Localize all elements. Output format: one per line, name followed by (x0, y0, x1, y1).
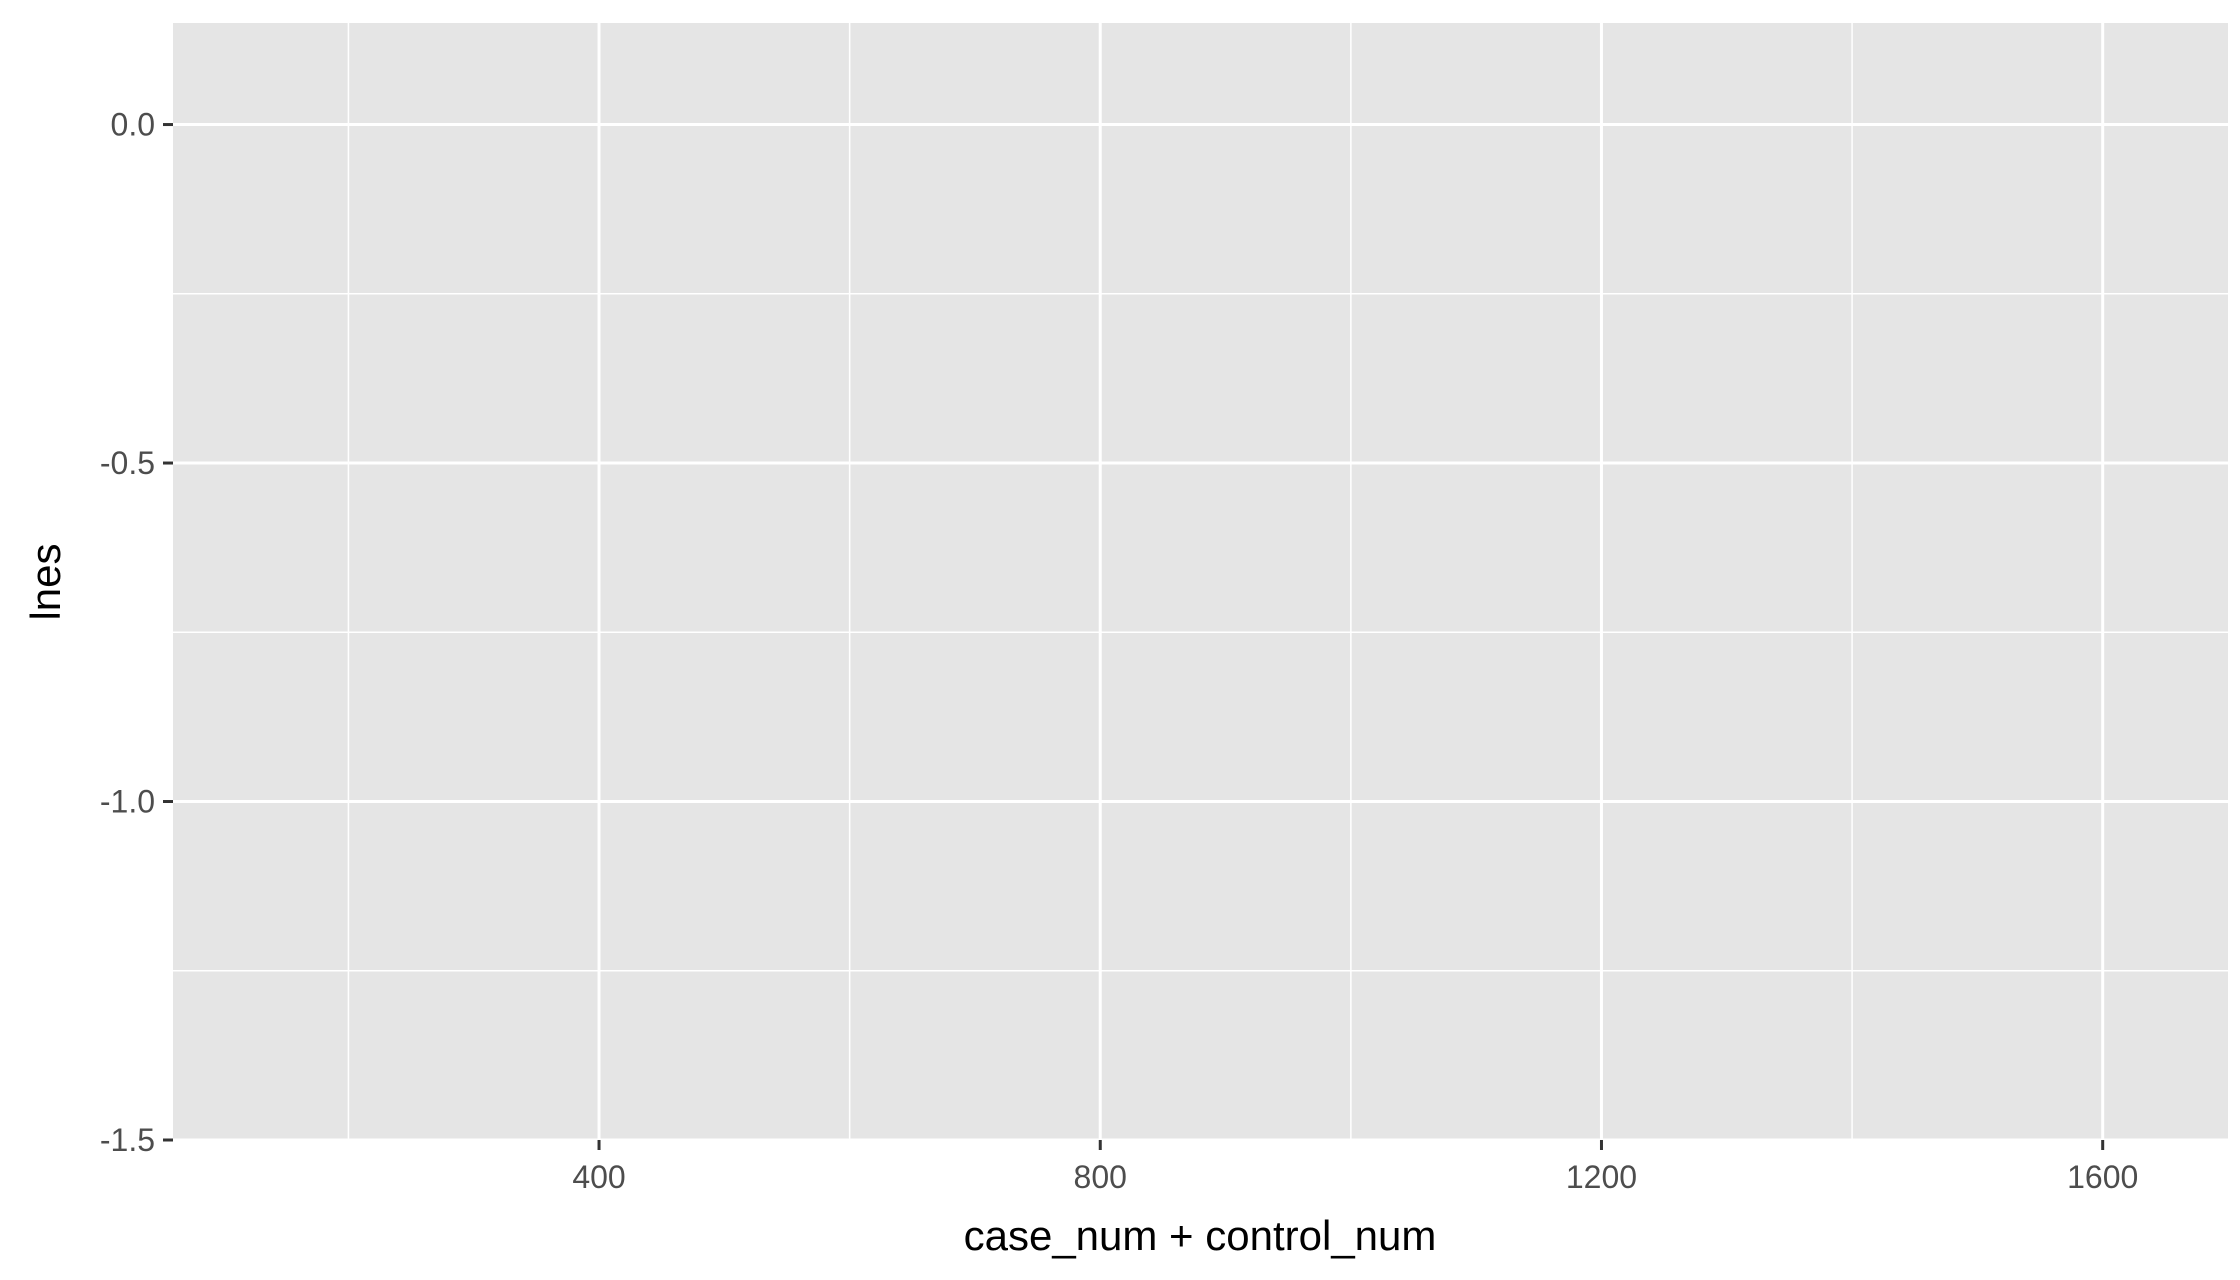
x-axis-title: case_num + control_num (964, 1212, 1437, 1259)
y-tick-label: -1.5 (100, 1122, 155, 1158)
x-tick-label: 800 (1074, 1159, 1127, 1195)
y-axis-title: lnes (22, 543, 69, 620)
y-axis: 0.0 -0.5 -1.0 -1.5 (100, 107, 173, 1158)
plot-panel (173, 23, 2228, 1140)
x-tick-label: 1200 (1566, 1159, 1637, 1195)
x-tick-label: 1600 (2067, 1159, 2138, 1195)
minor-gridlines (173, 23, 2228, 1140)
y-tick-label: -0.5 (100, 445, 155, 481)
y-tick-label: 0.0 (111, 107, 155, 143)
major-gridlines (173, 23, 2228, 1142)
x-tick-label: 400 (572, 1159, 625, 1195)
y-tick-label: -1.0 (100, 784, 155, 820)
x-axis: 400 800 1200 1600 (572, 1140, 2138, 1195)
